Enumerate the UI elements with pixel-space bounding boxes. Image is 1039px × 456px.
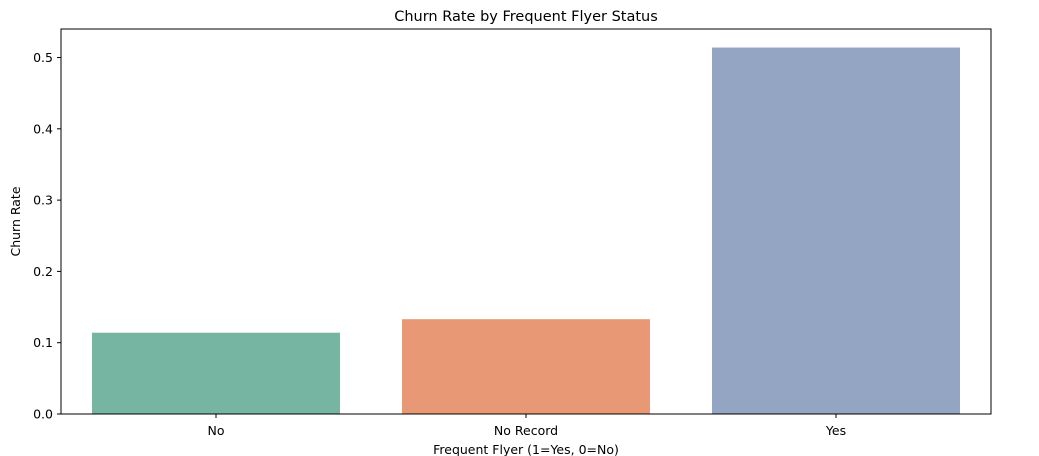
- y-tick-label: 0.3: [33, 193, 53, 208]
- bar-no: [92, 332, 340, 414]
- x-axis-label: Frequent Flyer (1=Yes, 0=No): [433, 442, 619, 456]
- plot-frame: [60, 28, 992, 415]
- y-tick-label: 0.1: [33, 335, 53, 350]
- y-tick-label: 0.4: [33, 121, 53, 136]
- bar-no-record: [402, 319, 650, 414]
- bars-group: [92, 47, 960, 414]
- bar-yes: [712, 47, 960, 414]
- x-tick-label: No Record: [494, 423, 558, 438]
- y-tick-label: 0.5: [33, 50, 53, 65]
- x-tick-label: No: [208, 423, 225, 438]
- y-axis-ticks: 0.0 0.1 0.2 0.3 0.4 0.5: [33, 50, 61, 422]
- y-tick-label: 0.0: [33, 407, 53, 422]
- y-tick-label: 0.2: [33, 264, 53, 279]
- x-tick-label: Yes: [825, 423, 846, 438]
- y-axis-label: Churn Rate: [8, 186, 23, 256]
- chart-title: Churn Rate by Frequent Flyer Status: [394, 9, 658, 25]
- x-axis-ticks: No No Record Yes: [208, 414, 846, 438]
